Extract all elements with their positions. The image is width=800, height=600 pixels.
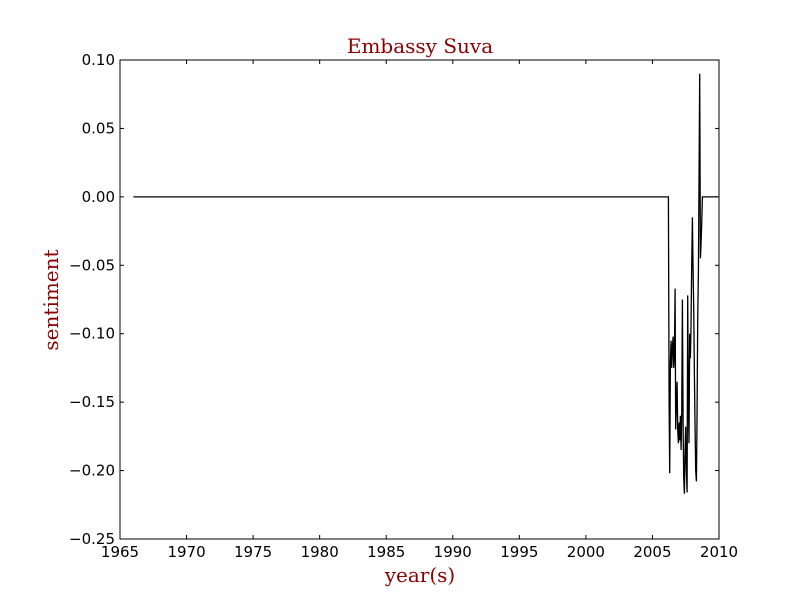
y-tick-label: 0.10: [82, 51, 115, 69]
x-axis-label: year(s): [384, 563, 456, 587]
y-axis-label: sentiment: [39, 249, 63, 350]
plot-frame: [119, 59, 720, 540]
x-axis: 1965 1970 1975 1980 1985 1990 1995 2000 2005 2010: [101, 60, 738, 561]
x-tick-label: 1980: [301, 543, 339, 561]
x-tick-label: 2010: [700, 543, 738, 561]
sentiment-line: [133, 73, 718, 494]
x-tick-label: 1975: [234, 543, 272, 561]
y-tick-label: −0.20: [69, 462, 115, 480]
y-tick-label: 0.00: [82, 188, 115, 206]
y-tick-label: −0.10: [69, 325, 115, 343]
y-tick-label: −0.25: [69, 530, 115, 548]
x-tick-label: 1970: [167, 543, 205, 561]
x-tick-label: 1995: [500, 543, 538, 561]
chart-title: Embassy Suva: [347, 34, 493, 58]
x-tick-label: 1985: [367, 543, 405, 561]
y-tick-label: 0.05: [82, 119, 115, 137]
x-tick-label: 2005: [633, 543, 671, 561]
x-tick-label: 1990: [434, 543, 472, 561]
x-tick-label: 1965: [101, 543, 139, 561]
x-tick-label: 2000: [567, 543, 605, 561]
y-tick-label: −0.05: [69, 256, 115, 274]
y-axis: 0.10 0.05 0.00 −0.05 −0.10 −0.15 −0.20 −0.25: [69, 51, 719, 548]
y-tick-label: −0.15: [69, 393, 115, 411]
